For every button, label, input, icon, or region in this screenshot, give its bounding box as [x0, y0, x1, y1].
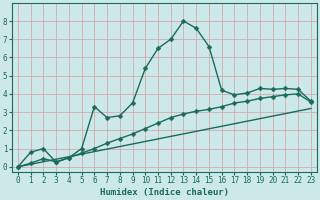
X-axis label: Humidex (Indice chaleur): Humidex (Indice chaleur) — [100, 188, 229, 197]
